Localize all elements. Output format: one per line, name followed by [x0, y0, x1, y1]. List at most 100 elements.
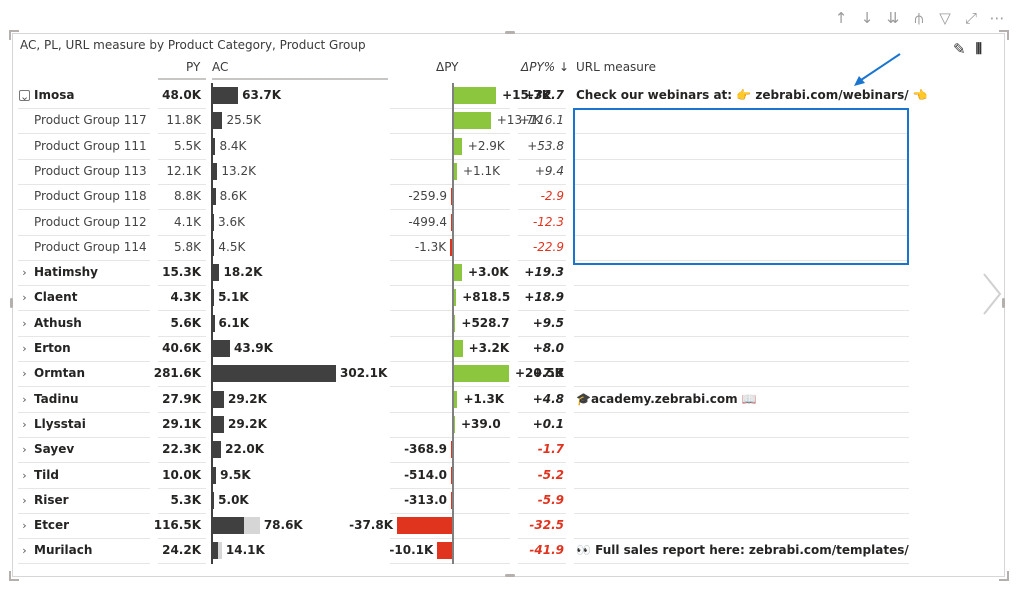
- header-ac[interactable]: AC: [212, 60, 229, 74]
- expand-chevron-icon[interactable]: ›: [22, 291, 27, 305]
- resize-handle-top-right[interactable]: [999, 30, 1009, 40]
- expand-chevron-icon[interactable]: ›: [22, 544, 27, 558]
- expand-chevron-icon[interactable]: ›: [22, 266, 27, 280]
- delta-py-bar[interactable]: [451, 188, 452, 206]
- expand-hierarchy-icon[interactable]: ⫛: [914, 9, 924, 27]
- ac-bar[interactable]: [212, 289, 215, 307]
- resize-handle-top-left[interactable]: [9, 30, 19, 40]
- resize-handle-top[interactable]: [505, 31, 515, 34]
- resize-handle-bottom[interactable]: [505, 574, 515, 577]
- delta-py-bar[interactable]: [454, 87, 497, 104]
- expand-chevron-icon[interactable]: ›: [22, 316, 27, 330]
- delta-py-bar[interactable]: [454, 112, 491, 130]
- table-row[interactable]: › Tild 10.0K 9.5K -514.0 -5.2: [0, 463, 1024, 489]
- resize-handle-bottom-right[interactable]: [999, 571, 1009, 581]
- table-row[interactable]: › Llysstai 29.1K 29.2K +39.0 +0.1: [0, 412, 1024, 438]
- ac-bar[interactable]: [212, 314, 215, 332]
- table-row[interactable]: › Murilach 24.2K 14.1K -10.1K -41.9 👀 Full sal…: [0, 538, 1024, 565]
- table-row[interactable]: › Tadinu 27.9K 29.2K +1.3K +4.8 🎓academy.zebra…: [0, 387, 1024, 413]
- delta-py-bar[interactable]: [451, 466, 452, 484]
- delta-py-value: +20.5K: [515, 366, 564, 381]
- delta-py-bar[interactable]: [451, 441, 452, 459]
- ac-bar[interactable]: [212, 390, 224, 408]
- delta-py-bar[interactable]: [454, 415, 455, 433]
- url-measure-value[interactable]: 👀 Full sales report here: zebrabi.com/te…: [576, 543, 909, 558]
- ac-bar[interactable]: [212, 415, 224, 433]
- next-page-chevron-icon[interactable]: [980, 270, 1004, 318]
- ac-bar[interactable]: [212, 517, 245, 535]
- ac-bar[interactable]: [212, 188, 216, 206]
- header-py[interactable]: PY: [186, 60, 201, 74]
- chart-settings-icon[interactable]: ⫴: [975, 40, 982, 58]
- row-name: Erton: [34, 341, 71, 355]
- ac-bar[interactable]: [212, 466, 216, 484]
- expand-chevron-icon[interactable]: ›: [22, 493, 27, 507]
- more-options-icon[interactable]: ⋯: [989, 9, 1005, 27]
- ac-bar[interactable]: [212, 87, 239, 104]
- collapse-chevron-icon[interactable]: ⌄: [19, 90, 30, 103]
- table-row[interactable]: › Hatimshy 15.3K 18.2K +3.0K +19.3: [0, 260, 1024, 287]
- table-row-child[interactable]: Product Group 113 12.1K 13.2K +1.1K +9.4: [0, 159, 1024, 185]
- pen-icon[interactable]: ✎: [953, 40, 966, 58]
- row-separator: [390, 487, 510, 489]
- delta-py-bar[interactable]: [454, 390, 458, 408]
- delta-py-bar[interactable]: [454, 314, 456, 332]
- expand-chevron-icon[interactable]: ›: [22, 468, 27, 482]
- ac-bar[interactable]: [212, 542, 218, 560]
- expand-chevron-icon[interactable]: ›: [22, 392, 27, 406]
- delta-py-bar[interactable]: [454, 137, 462, 155]
- focus-mode-icon[interactable]: ⤢: [964, 9, 977, 27]
- ac-bar[interactable]: [212, 162, 218, 180]
- arrow-up-icon[interactable]: ↑: [834, 9, 848, 27]
- delta-py-pct-value: -1.7: [537, 442, 564, 457]
- ac-bar[interactable]: [212, 137, 216, 155]
- delta-py-bar[interactable]: [454, 340, 463, 357]
- delta-py-bar[interactable]: [450, 238, 452, 256]
- ac-bar[interactable]: [212, 441, 222, 459]
- delta-py-bar[interactable]: [397, 517, 452, 535]
- delta-py-bar[interactable]: [454, 365, 509, 383]
- double-arrow-down-icon[interactable]: ⇊: [886, 9, 900, 27]
- ac-bar[interactable]: [212, 213, 214, 231]
- header-url-measure[interactable]: URL measure: [576, 60, 656, 74]
- ac-bar[interactable]: [212, 238, 214, 256]
- expand-chevron-icon[interactable]: ›: [22, 367, 27, 381]
- expand-chevron-icon[interactable]: ›: [22, 519, 27, 533]
- filter-icon[interactable]: ▽: [939, 9, 951, 27]
- table-row[interactable]: › Claent 4.3K 5.1K +818.5 +18.9: [0, 285, 1024, 312]
- table-row[interactable]: › Erton 40.6K 43.9K +3.2K +8.0: [0, 336, 1024, 362]
- expand-chevron-icon[interactable]: ›: [22, 443, 27, 457]
- resize-handle-left[interactable]: [10, 298, 13, 308]
- url-measure-value[interactable]: Check our webinars at: 👉 zebrabi.com/web…: [576, 88, 928, 102]
- table-row[interactable]: › Ormtan 281.6K 302.1K +20.5K +7.3: [0, 361, 1024, 388]
- table-row[interactable]: ⌄ Imosa 48.0K 63.7K +15.7K +32.7 Check our web…: [0, 83, 1024, 109]
- expand-chevron-icon[interactable]: ›: [22, 417, 27, 431]
- delta-py-bar[interactable]: [451, 491, 452, 509]
- ac-bar[interactable]: [212, 340, 231, 357]
- header-delta-py-pct[interactable]: ΔPY% ↓: [521, 60, 570, 74]
- resize-handle-right[interactable]: [1002, 298, 1005, 308]
- url-measure-value[interactable]: 🎓academy.zebrabi.com 📖: [576, 391, 757, 406]
- arrow-down-icon[interactable]: ↓: [860, 9, 874, 27]
- header-delta-py[interactable]: ΔPY: [436, 60, 459, 74]
- table-row[interactable]: › Etcer 116.5K 78.6K -37.8K -32.5: [0, 513, 1024, 540]
- delta-py-bar[interactable]: [437, 542, 452, 560]
- delta-py-bar[interactable]: [454, 162, 457, 180]
- table-row-child[interactable]: Product Group 112 4.1K 3.6K -499.4 -12.3: [0, 210, 1024, 236]
- delta-py-bar[interactable]: [454, 264, 463, 282]
- ac-bar[interactable]: [212, 112, 223, 130]
- delta-py-bar[interactable]: [451, 213, 452, 231]
- table-row[interactable]: › Athush 5.6K 6.1K +528.7 +9.5: [0, 311, 1024, 337]
- ac-bar[interactable]: [212, 491, 215, 509]
- table-row-child[interactable]: Product Group 111 5.5K 8.4K +2.9K +53.8: [0, 134, 1024, 160]
- table-row[interactable]: › Riser 5.3K 5.0K -313.0 -5.9: [0, 488, 1024, 514]
- ac-bar[interactable]: [212, 264, 220, 282]
- table-row-child[interactable]: Product Group 117 11.8K 25.5K +13.7K +116.1: [0, 108, 1024, 135]
- ac-bar[interactable]: [212, 365, 336, 383]
- table-row-child[interactable]: Product Group 114 5.8K 4.5K -1.3K -22.9: [0, 235, 1024, 261]
- table-row[interactable]: › Sayev 22.3K 22.0K -368.9 -1.7: [0, 437, 1024, 464]
- resize-handle-bottom-left[interactable]: [9, 571, 19, 581]
- delta-py-bar[interactable]: [454, 289, 457, 307]
- expand-chevron-icon[interactable]: ›: [22, 342, 27, 355]
- table-row-child[interactable]: Product Group 118 8.8K 8.6K -259.9 -2.9: [0, 184, 1024, 211]
